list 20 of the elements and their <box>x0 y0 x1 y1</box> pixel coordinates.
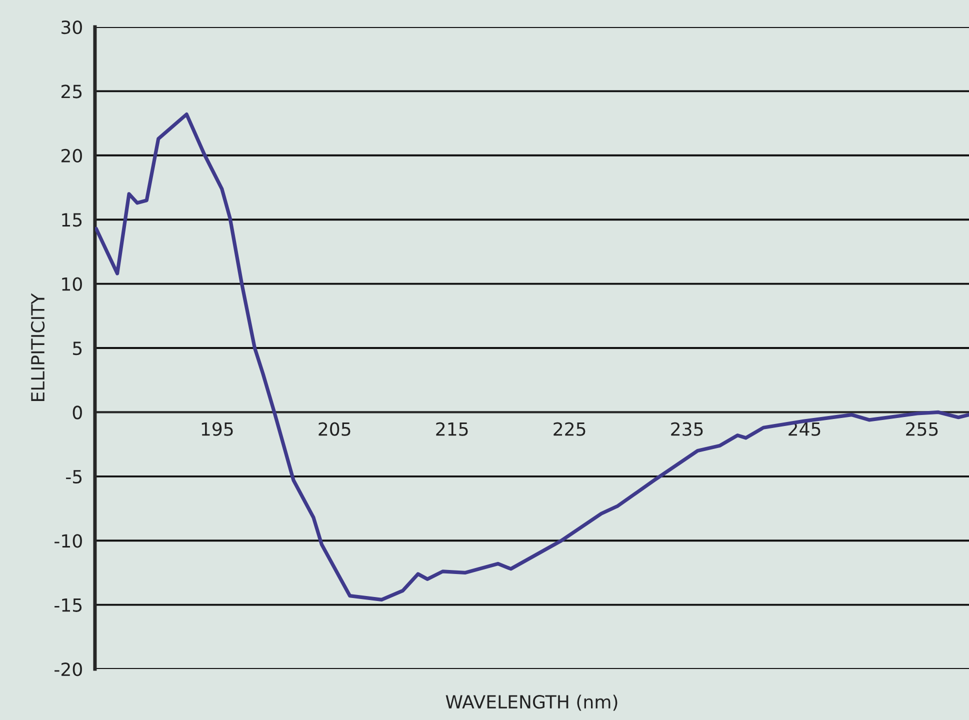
x-tick-label: 235 <box>671 422 703 436</box>
y-tick-label: 25 <box>62 84 82 98</box>
y-tick-label: -15 <box>54 598 82 612</box>
y-tick-label: -5 <box>66 470 82 484</box>
y-tick-label: 15 <box>62 213 82 227</box>
x-tick-label: 225 <box>554 422 586 436</box>
x-tick-label: 195 <box>202 422 233 436</box>
line-series <box>94 112 969 602</box>
x-tick-label: 215 <box>436 422 468 436</box>
y-tick-label: -20 <box>54 662 82 676</box>
x-tick-label: 205 <box>318 422 350 436</box>
y-tick-label: 10 <box>62 277 82 291</box>
y-tick-label: -10 <box>54 534 82 548</box>
y-axis-title: ELLIPITICITY <box>30 293 45 401</box>
y-tick-label: 0 <box>72 406 82 420</box>
y-tick-label: 20 <box>62 148 82 163</box>
x-axis-title: WAVELENGTH (nm) <box>446 694 618 711</box>
y-tick-label: 30 <box>62 20 82 34</box>
x-tick-label: 255 <box>906 422 938 436</box>
y-tick-label: 5 <box>73 342 82 356</box>
